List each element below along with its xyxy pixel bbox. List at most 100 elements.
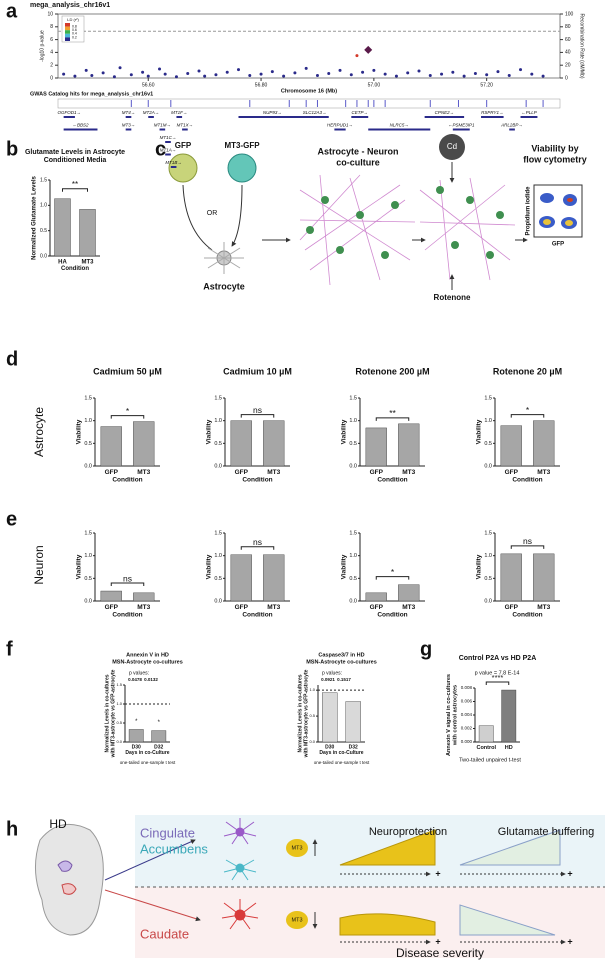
significance: ** [72,180,78,189]
snp-point [496,70,500,74]
legend-swatch [65,33,70,38]
y-tick-label: 1.0 [84,553,92,559]
panel-letter: d [6,348,18,370]
snp-point [186,72,190,76]
row-label: Neuron [32,545,46,584]
snp-point [440,72,444,76]
y-tick-label: 1.0 [214,553,222,559]
x-tick-label: MT3 [402,604,415,611]
y2-tick-label: 60 [565,37,571,43]
y-axis-label: Viability [341,554,348,579]
arrow [104,889,201,922]
x-tick-label: HA [58,260,67,266]
bar [133,592,155,602]
label: Viability by [531,143,578,153]
label: MT3 [292,845,303,851]
y-tick-label: 1.0 [214,418,222,424]
snp-point [112,75,116,79]
panel-letter: g [420,638,432,660]
label: GFP [552,242,564,248]
bar [500,425,522,467]
astrocyte-purple [223,818,257,845]
snp-point [118,66,122,70]
snp-point [315,73,319,77]
sig-bracket [485,681,510,686]
snp-point [507,73,511,77]
y-tick-label: 0.5 [349,576,357,582]
gene-label: MT1F→ [171,110,187,115]
x-axis-label: Condition [112,476,142,483]
y-tick-label: 0.008 [461,685,473,690]
plus: + [435,936,440,946]
snp-point [338,68,342,72]
chart-title: Annexin V in HD [126,652,169,658]
p-value: 0.0921 [321,677,335,682]
y-tick-label: 1.0 [349,418,357,424]
x-tick-label: GFP [235,469,249,476]
brain [35,823,104,936]
label: GFP [175,141,192,150]
significance: ns [523,536,532,546]
gene-label: MT1M→ [154,123,171,128]
y-tick-label: 0.5 [309,713,315,718]
x-tick-label: MT3 [267,469,280,476]
significance: **** [492,673,504,682]
gene-label: RSPRY1→ [481,110,503,115]
gene-label: ←BBS2 [73,123,90,128]
y-axis-label: with MT3-astrocyte vs GFP-astrocyte [303,669,309,758]
y-axis-label: Normalized Glutamate Levels [32,175,38,259]
x-axis-label: Days in co-Culture [125,750,169,756]
y-axis-label: Annexin V signal in co-cultures [446,674,452,756]
y-tick-label: 1.0 [116,701,122,706]
x-tick-label: GFP [105,604,119,611]
panel-letter: a [6,0,18,22]
bar [263,554,285,602]
snp-point [141,70,145,74]
snp-point [541,74,545,78]
panel-letter: c [155,138,166,160]
chart-title: Rotenone 200 µM [355,366,429,376]
y-axis-label: -log10 p-value [39,30,45,62]
y-tick-label: 1.5 [40,177,47,183]
note: one-tailed one-sample t test [314,760,370,765]
legend-tick: 0.8 [72,25,77,29]
y-tick-label: 2 [50,63,53,69]
snp-point [473,72,477,76]
y-tick-label: 1.0 [484,418,492,424]
y-tick-label: 4 [50,50,53,56]
snp-point [451,70,455,74]
bar [398,584,420,602]
y-tick-label: 0.5 [84,441,92,447]
plot-frame [57,13,561,79]
y-axis-label: Viability [206,554,213,579]
snp-point [129,73,133,77]
sig-bracket [510,545,545,549]
y-tick-label: 0.006 [461,699,473,704]
significance: * [391,567,395,577]
x-tick-label: 57.00 [368,82,381,88]
label: Glutamate buffering [498,826,594,838]
sig-bracket [240,546,275,550]
p-value: p value = 7.8 E-14 [475,670,520,676]
x-tick-label: MT3 [537,469,550,476]
snp-point [361,70,365,74]
label: Caudate [140,926,189,941]
glutamate-up [459,829,561,866]
bar [151,730,167,743]
cd-circle [439,134,465,160]
chart-title: Caspase3/7 in HD [318,652,364,658]
y-tick-label: 0.0 [484,463,492,469]
y-axis-label: Viability [76,554,83,579]
flow-plot [533,184,583,238]
snp-point [394,74,398,78]
gwas-frame [57,98,561,109]
bar [365,427,387,467]
x-tick-label: GFP [105,469,119,476]
legend-tick: 0.6 [72,28,77,32]
x-tick-label: GFP [505,469,519,476]
label: flow cytometry [523,154,587,164]
panel-letter: b [6,138,18,160]
y-tick-label: 1.5 [116,682,122,687]
y-tick-label: 0.0 [484,598,492,604]
legend-swatch [65,30,70,34]
